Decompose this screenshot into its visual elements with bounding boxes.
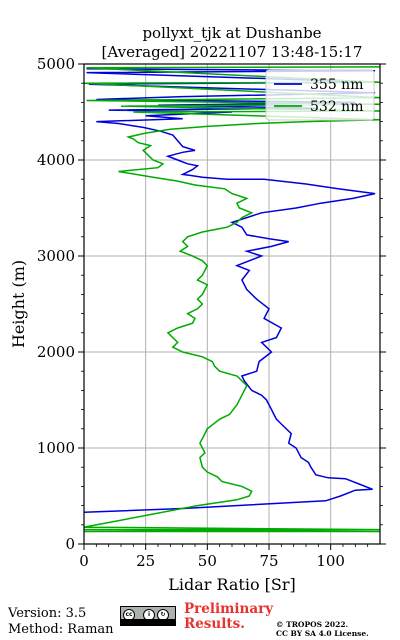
cc-license-badge: cc i ↻ <box>120 606 176 626</box>
copyright-notice: © TROPOS 2022. CC BY SA 4.0 License. <box>276 620 369 638</box>
x-tick-label: 75 <box>259 552 278 570</box>
legend: 355 nm 532 nm <box>265 69 375 121</box>
version-text: Version: 3.5 <box>8 606 87 621</box>
y-tick-label: 3000 <box>37 247 75 265</box>
y-tick-label: 5000 <box>37 55 75 73</box>
y-tick-label: 0 <box>65 535 75 553</box>
preliminary-line2: Results. <box>184 616 245 632</box>
x-tick-label: 25 <box>136 552 155 570</box>
y-tick-label: 4000 <box>37 151 75 169</box>
legend-box <box>265 69 375 121</box>
method-text: Method: Raman <box>8 622 114 637</box>
series-line <box>84 68 376 514</box>
y-tick-label: 2000 <box>37 343 75 361</box>
series-line <box>84 66 380 533</box>
chart-title-line2: [Averaged] 20221107 13:48-15:17 <box>102 43 363 61</box>
copyright-line2: CC BY SA 4.0 License. <box>276 629 369 638</box>
preliminary-results-label: Preliminary Results. <box>184 602 273 632</box>
x-tick-label: 0 <box>79 552 89 570</box>
x-axis-label: Lidar Ratio [Sr] <box>168 575 296 594</box>
badge-strip <box>121 619 175 625</box>
series-layer <box>84 66 380 533</box>
chart-title-line1: pollyxt_tjk at Dushanbe <box>142 24 321 42</box>
cc-icon: cc <box>123 609 135 621</box>
plot-frame <box>83 63 381 545</box>
y-axis-label: Height (m) <box>9 260 28 348</box>
copyright-line1: © TROPOS 2022. <box>276 620 349 629</box>
preliminary-line1: Preliminary <box>184 601 274 617</box>
legend-label: 532 nm <box>310 99 363 115</box>
x-tick-label: 50 <box>198 552 217 570</box>
x-tick-label: 100 <box>316 552 345 570</box>
grid-lines <box>84 64 380 544</box>
legend-label: 355 nm <box>310 77 363 93</box>
y-tick-label: 1000 <box>37 439 75 457</box>
